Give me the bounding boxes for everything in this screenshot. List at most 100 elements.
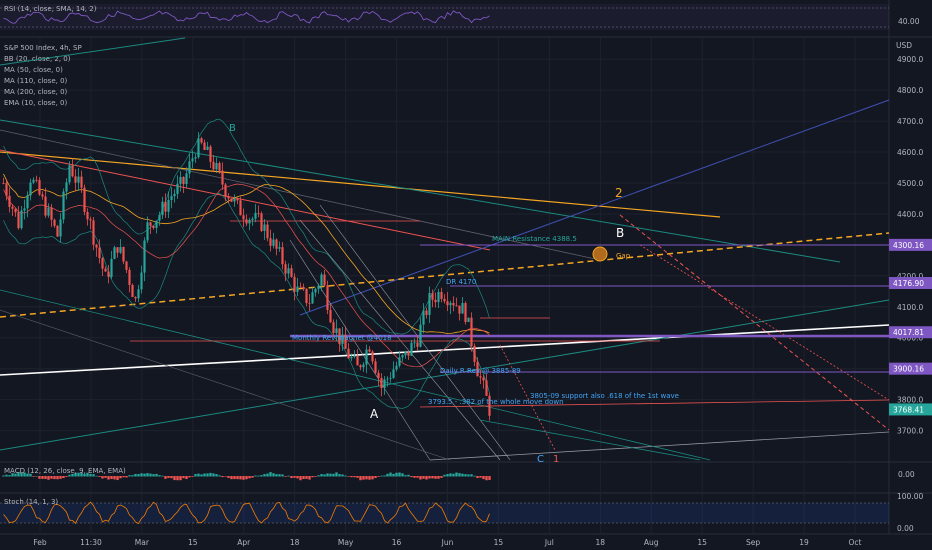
dr-label[interactable]: DR 4170 xyxy=(446,278,476,286)
candle-body[interactable] xyxy=(287,268,290,274)
candle-body[interactable] xyxy=(2,182,5,184)
candle-body[interactable] xyxy=(425,310,428,315)
fib-382-label[interactable]: 3793.5 - .382 of the whole move down xyxy=(428,398,564,406)
candle-body[interactable] xyxy=(20,210,23,229)
candle-body[interactable] xyxy=(32,179,35,183)
ma110-legend[interactable]: MA (110, close, 0) xyxy=(4,77,68,85)
ma200-legend[interactable]: MA (200, close, 0) xyxy=(4,88,68,96)
candle-body[interactable] xyxy=(293,276,296,292)
candle-body[interactable] xyxy=(89,219,92,221)
price-tag[interactable] xyxy=(889,362,932,375)
candle-body[interactable] xyxy=(389,377,392,379)
candle-body[interactable] xyxy=(473,345,476,362)
candle-body[interactable] xyxy=(377,372,380,379)
candle-body[interactable] xyxy=(65,182,68,192)
candle-body[interactable] xyxy=(14,208,17,213)
candle-body[interactable] xyxy=(8,195,11,207)
candle-body[interactable] xyxy=(74,176,77,183)
candle-body[interactable] xyxy=(392,369,395,378)
candle-body[interactable] xyxy=(326,285,329,310)
candle-body[interactable] xyxy=(152,225,155,228)
candle-body[interactable] xyxy=(359,365,362,368)
teal-channel-lower[interactable] xyxy=(0,299,890,451)
candle-body[interactable] xyxy=(407,351,410,356)
gap-marker[interactable] xyxy=(592,246,608,262)
candle-body[interactable] xyxy=(26,195,29,209)
support-3805-label[interactable]: 3805-09 support also .618 of the 1st wav… xyxy=(530,392,679,400)
candle-body[interactable] xyxy=(77,176,80,183)
gray-fan-3[interactable] xyxy=(289,239,431,461)
candle-body[interactable] xyxy=(320,274,323,286)
candle-body[interactable] xyxy=(140,272,143,290)
bb-legend[interactable]: BB (20, close, 2, 0) xyxy=(4,55,71,63)
candle-body[interactable] xyxy=(470,317,473,346)
candle-body[interactable] xyxy=(194,157,197,159)
candle-body[interactable] xyxy=(239,200,242,216)
candle-body[interactable] xyxy=(269,238,272,246)
wave-1-label[interactable]: 1 xyxy=(553,454,559,465)
candle-body[interactable] xyxy=(149,222,152,226)
candle-body[interactable] xyxy=(59,219,62,237)
candle-body[interactable] xyxy=(467,317,470,322)
orange-dashed-line[interactable] xyxy=(0,232,890,318)
candle-body[interactable] xyxy=(56,225,59,237)
gap-label[interactable]: Gap xyxy=(616,252,631,260)
candle-body[interactable] xyxy=(191,158,194,162)
candle-body[interactable] xyxy=(206,146,209,150)
gray-fan-2[interactable] xyxy=(319,204,511,461)
candle-body[interactable] xyxy=(212,161,215,170)
candle-body[interactable] xyxy=(386,378,389,380)
candle-body[interactable] xyxy=(218,163,221,171)
wave-a-label[interactable]: A xyxy=(370,407,379,421)
candle-body[interactable] xyxy=(224,184,227,197)
candle-body[interactable] xyxy=(110,258,113,277)
candle-body[interactable] xyxy=(452,302,455,306)
teal-channel-upper[interactable] xyxy=(0,119,841,263)
candle-body[interactable] xyxy=(254,212,257,219)
candle-body[interactable] xyxy=(323,274,326,286)
candle-body[interactable] xyxy=(443,298,446,302)
candle-body[interactable] xyxy=(137,289,140,299)
candle-body[interactable] xyxy=(314,288,317,293)
price-tag[interactable] xyxy=(889,276,932,289)
price-tag[interactable] xyxy=(889,403,932,416)
drawings[interactable] xyxy=(0,37,890,461)
candle-body[interactable] xyxy=(125,261,128,270)
rsi-legend[interactable]: RSI (14, close, SMA, 14, 2) xyxy=(4,5,97,13)
candle-body[interactable] xyxy=(437,291,440,303)
candle-body[interactable] xyxy=(146,222,149,241)
red-trendline[interactable] xyxy=(0,149,491,251)
candle-body[interactable] xyxy=(92,220,95,245)
ema10-legend[interactable]: EMA (10, close, 0) xyxy=(4,99,67,107)
candle-body[interactable] xyxy=(485,380,488,396)
white-trendline[interactable] xyxy=(0,324,890,376)
candle-body[interactable] xyxy=(383,379,386,389)
ma50-legend[interactable]: MA (50, close, 0) xyxy=(4,66,63,74)
candle-body[interactable] xyxy=(143,240,146,273)
candle-body[interactable] xyxy=(290,268,293,277)
candle-body[interactable] xyxy=(62,191,65,220)
candle-body[interactable] xyxy=(410,342,413,356)
candle-body[interactable] xyxy=(209,146,212,162)
candle-body[interactable] xyxy=(71,165,74,177)
candle-body[interactable] xyxy=(116,247,119,253)
candle-body[interactable] xyxy=(365,349,368,365)
price-tag[interactable] xyxy=(889,238,932,251)
candle-body[interactable] xyxy=(275,239,278,249)
candle-body[interactable] xyxy=(458,305,461,314)
candle-body[interactable] xyxy=(311,292,314,304)
candle-body[interactable] xyxy=(158,215,161,221)
candle-body[interactable] xyxy=(131,284,134,298)
candle-body[interactable] xyxy=(50,207,53,220)
candle-body[interactable] xyxy=(38,180,41,195)
candle-body[interactable] xyxy=(119,247,122,253)
candle-body[interactable] xyxy=(344,334,347,349)
candle-body[interactable] xyxy=(260,213,263,231)
candle-body[interactable] xyxy=(23,208,26,211)
candle-body[interactable] xyxy=(35,179,38,181)
candle-body[interactable] xyxy=(449,302,452,306)
candle-body[interactable] xyxy=(362,364,365,368)
blue-long-trendline[interactable] xyxy=(299,99,890,316)
candlestick-series[interactable] xyxy=(2,132,491,421)
candle-body[interactable] xyxy=(200,138,203,143)
